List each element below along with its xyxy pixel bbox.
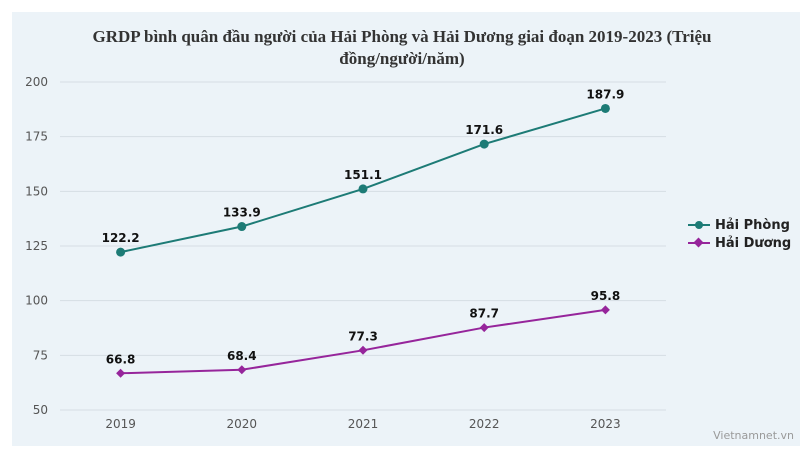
x-tick-label-2020: 2020 (227, 417, 258, 431)
line-chart: 50 75 100 125 150 175 200 2019 2020 2021 2022 2023 1… (25, 75, 666, 431)
y-tick-label-50: 50 (33, 403, 48, 417)
data-point-s1-2021[interactable] (358, 345, 368, 355)
y-tick-label-125: 125 (25, 239, 48, 253)
y-tick-label-75: 75 (33, 348, 48, 362)
data-label-s0-2021: 151.1 (344, 168, 382, 182)
x-tick-label-2019: 2019 (105, 417, 136, 431)
data-point-s1-2022[interactable] (479, 323, 489, 333)
legend-label-hai-duong: Hải Dương (715, 235, 792, 251)
data-point-s1-2019[interactable] (116, 368, 126, 378)
legend-swatch-hai-duong (688, 237, 710, 248)
data-label-s1-2019: 66.8 (106, 352, 136, 366)
data-point-s0-2022[interactable] (479, 139, 489, 149)
data-point-s1-2020[interactable] (237, 365, 247, 375)
legend-swatch-hai-phong (688, 220, 710, 230)
data-point-s0-2020[interactable] (237, 222, 247, 232)
legend: Hải Phòng Hải Dương (688, 216, 791, 252)
chart-title: GRDP bình quân đầu người của Hải Phòng v… (92, 27, 712, 68)
y-tick-label-200: 200 (25, 75, 48, 89)
data-label-s1-2020: 68.4 (227, 349, 257, 363)
x-tick-label-2021: 2021 (348, 417, 379, 431)
data-point-s0-2019[interactable] (116, 247, 126, 257)
x-tick-label-2023: 2023 (590, 417, 621, 431)
data-label-s0-2022: 171.6 (465, 123, 503, 137)
legend-item-hai-phong[interactable]: Hải Phòng (688, 216, 791, 234)
data-label-s0-2019: 122.2 (102, 231, 140, 245)
data-label-s0-2023: 187.9 (586, 87, 624, 101)
data-point-s1-2023[interactable] (600, 305, 610, 315)
x-tick-label-2022: 2022 (469, 417, 500, 431)
data-label-s1-2023: 95.8 (591, 289, 621, 303)
legend-item-hai-duong[interactable]: Hải Dương (688, 234, 791, 252)
y-tick-label-100: 100 (25, 294, 48, 308)
y-tick-label-175: 175 (25, 130, 48, 144)
data-label-s1-2022: 87.7 (469, 307, 499, 321)
data-label-s0-2020: 133.9 (223, 206, 261, 220)
data-point-s0-2023[interactable] (600, 103, 610, 113)
data-point-s0-2021[interactable] (358, 184, 368, 194)
legend-label-hai-phong: Hải Phòng (715, 217, 790, 233)
data-label-s1-2021: 77.3 (348, 329, 378, 343)
source-credit: Vietnamnet.vn (713, 429, 794, 442)
chart-container: GRDP bình quân đầu người của Hải Phòng v… (12, 12, 800, 446)
y-tick-label-150: 150 (25, 184, 48, 198)
